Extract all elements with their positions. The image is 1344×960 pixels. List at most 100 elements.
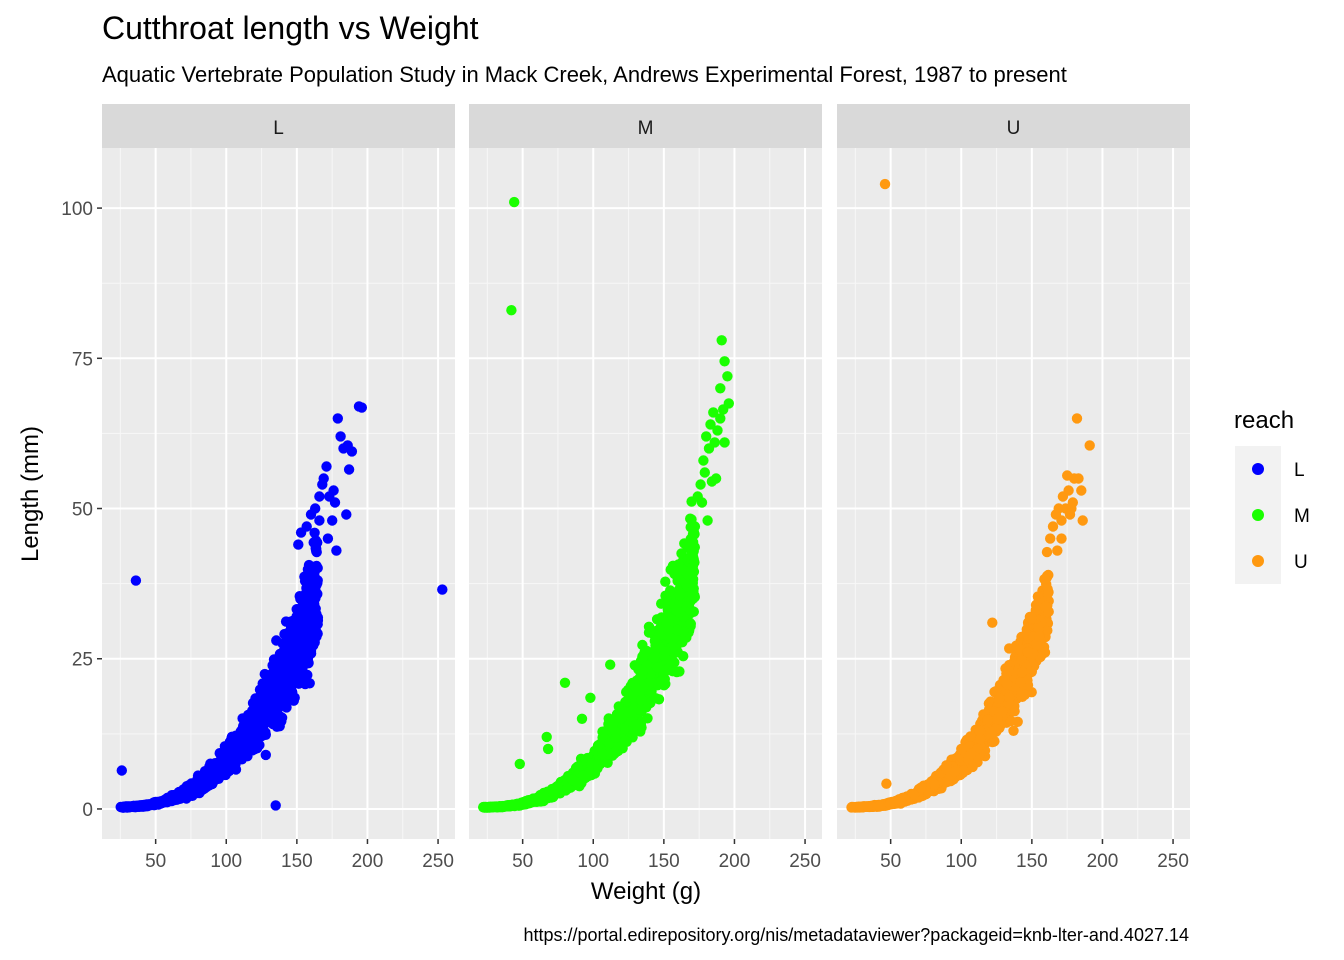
data-point: [309, 637, 320, 648]
data-point: [656, 676, 667, 687]
data-point: [542, 743, 554, 755]
data-point: [301, 521, 312, 532]
data-point: [163, 794, 174, 805]
data-point: [1067, 497, 1079, 508]
data-point: [687, 537, 699, 548]
legend-key-L: [1252, 463, 1264, 475]
data-point: [259, 668, 270, 680]
data-point: [695, 479, 706, 490]
data-point: [949, 766, 960, 777]
chart-title: Cutthroat length vs Weight: [102, 10, 479, 46]
data-point: [708, 407, 719, 418]
data-point: [559, 677, 571, 688]
x-tick-label: 100: [945, 851, 977, 872]
data-point: [985, 728, 997, 739]
data-point: [341, 509, 352, 520]
data-point: [251, 706, 263, 718]
data-points: [846, 178, 1095, 813]
legend-label-M: M: [1294, 506, 1310, 527]
data-point: [276, 716, 287, 727]
data-point: [974, 725, 986, 737]
data-point: [698, 455, 709, 466]
data-point: [508, 800, 519, 811]
data-point: [541, 731, 552, 743]
data-point: [327, 515, 338, 526]
data-point: [689, 521, 701, 532]
data-point: [210, 774, 221, 785]
data-point: [228, 740, 239, 751]
data-point: [667, 666, 678, 677]
data-point: [1026, 613, 1037, 624]
data-point: [649, 635, 660, 647]
data-point: [268, 695, 279, 707]
data-point: [967, 761, 978, 773]
data-point: [1056, 533, 1067, 544]
data-point: [680, 577, 691, 589]
data-point: [881, 778, 892, 789]
data-point: [688, 591, 700, 602]
data-point: [982, 714, 993, 726]
data-point: [509, 196, 520, 208]
x-tick-label: 200: [719, 851, 751, 872]
y-tick-label: 100: [61, 199, 93, 220]
data-point: [1045, 533, 1056, 544]
data-point: [1077, 515, 1088, 526]
data-point: [139, 800, 150, 812]
data-point: [260, 749, 271, 761]
data-point: [585, 692, 596, 703]
data-point: [636, 694, 647, 706]
data-point: [296, 668, 307, 679]
data-point: [929, 779, 940, 790]
data-point: [660, 646, 672, 657]
data-point: [631, 683, 642, 694]
data-point: [719, 356, 730, 367]
chart-caption: https://portal.edirepository.org/nis/met…: [523, 925, 1189, 945]
data-point: [607, 721, 618, 733]
x-axis-label: Weight (g): [591, 878, 701, 905]
data-point: [562, 783, 573, 794]
data-point: [637, 665, 648, 676]
data-point: [1076, 485, 1087, 496]
data-point: [1033, 631, 1045, 642]
x-tick-label: 200: [1087, 851, 1119, 872]
data-point: [715, 383, 726, 394]
x-tick-label: 200: [352, 851, 384, 872]
x-tick-label: 50: [145, 851, 166, 872]
data-point: [1002, 679, 1013, 690]
data-point: [719, 437, 730, 448]
data-point: [275, 649, 287, 661]
y-tick-label: 50: [72, 500, 93, 521]
data-point: [676, 564, 688, 575]
facet-strip-label: L: [273, 118, 284, 139]
data-point: [643, 621, 655, 632]
data-point: [321, 461, 332, 472]
data-point: [915, 782, 927, 793]
data-point: [987, 617, 998, 628]
data-point: [712, 425, 723, 436]
data-point: [660, 576, 671, 587]
data-point: [958, 765, 970, 776]
data-point: [252, 720, 263, 731]
data-point: [265, 684, 277, 696]
facet-panel-L: L 50 100 150 200 250 0 25 50 75 100: [61, 104, 455, 872]
data-point: [672, 624, 683, 636]
data-point: [685, 513, 696, 524]
data-point: [126, 801, 137, 812]
data-point: [689, 557, 700, 568]
data-point: [222, 766, 234, 777]
data-points: [115, 401, 448, 813]
data-point: [293, 539, 304, 550]
data-point: [701, 431, 712, 442]
data-point: [274, 667, 285, 679]
data-point: [289, 656, 300, 667]
data-point: [298, 623, 309, 634]
data-point: [586, 758, 597, 770]
data-point: [895, 795, 907, 807]
data-point: [237, 740, 248, 751]
data-point: [941, 763, 952, 775]
data-point: [846, 801, 858, 813]
legend-label-L: L: [1294, 460, 1305, 481]
data-point: [722, 371, 733, 382]
data-point: [329, 497, 341, 508]
data-point: [862, 801, 874, 812]
